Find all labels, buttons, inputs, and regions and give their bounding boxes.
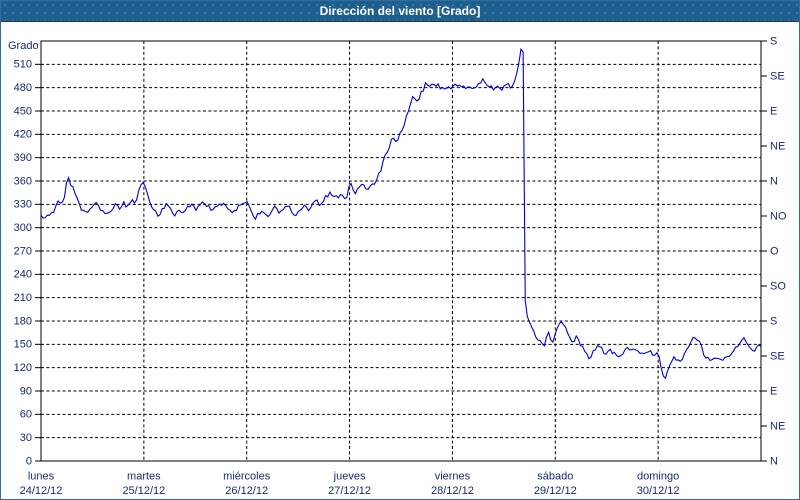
svg-text:SE: SE [770,70,785,82]
svg-text:480: 480 [14,82,32,94]
svg-text:240: 240 [14,269,32,281]
svg-text:510: 510 [14,59,32,71]
svg-text:miércoles: miércoles [223,471,271,483]
svg-text:24/12/12: 24/12/12 [20,485,63,497]
svg-text:360: 360 [14,175,32,187]
svg-text:300: 300 [14,222,32,234]
svg-text:180: 180 [14,315,32,327]
svg-text:Grado: Grado [8,40,39,52]
svg-text:NE: NE [770,420,785,432]
svg-text:S: S [770,35,777,47]
svg-text:O: O [770,245,779,257]
svg-text:0: 0 [26,455,32,467]
svg-text:jueves: jueves [333,471,366,483]
svg-text:420: 420 [14,129,32,141]
svg-text:NO: NO [770,210,787,222]
svg-text:27/12/12: 27/12/12 [328,485,371,497]
svg-text:270: 270 [14,245,32,257]
svg-text:30/12/12: 30/12/12 [637,485,680,497]
svg-text:E: E [770,105,777,117]
svg-text:150: 150 [14,339,32,351]
svg-text:SO: SO [770,280,786,292]
svg-text:SE: SE [770,350,785,362]
svg-text:28/12/12: 28/12/12 [431,485,474,497]
svg-text:N: N [770,175,778,187]
svg-text:120: 120 [14,362,32,374]
svg-text:25/12/12: 25/12/12 [122,485,165,497]
svg-text:29/12/12: 29/12/12 [534,485,577,497]
svg-text:lunes: lunes [28,471,55,483]
svg-text:450: 450 [14,105,32,117]
svg-text:330: 330 [14,199,32,211]
svg-text:60: 60 [20,409,32,421]
svg-text:domingo: domingo [637,471,679,483]
svg-text:sábado: sábado [537,471,573,483]
svg-text:viernes: viernes [435,471,471,483]
svg-text:N: N [770,455,778,467]
svg-text:S: S [770,315,777,327]
svg-text:90: 90 [20,385,32,397]
svg-text:390: 390 [14,152,32,164]
svg-text:martes: martes [127,471,161,483]
svg-text:E: E [770,385,777,397]
svg-text:30: 30 [20,432,32,444]
svg-text:210: 210 [14,292,32,304]
svg-text:NE: NE [770,140,785,152]
svg-text:26/12/12: 26/12/12 [225,485,268,497]
